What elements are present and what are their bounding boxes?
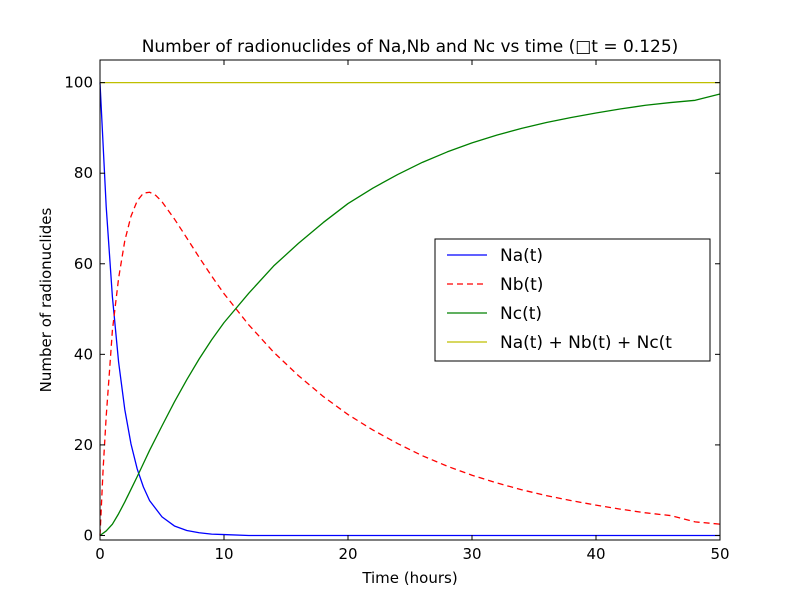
x-tick-label: 40 — [586, 545, 605, 563]
y-tick-label: 100 — [64, 74, 93, 92]
legend-items: Na(t) Nb(t) Nc(t) Na(t) + Nb(t) + Nc(t — [447, 246, 672, 353]
y-tick-label: 60 — [74, 255, 93, 273]
chart-title: Number of radionuclides of Na,Nb and Nc … — [142, 37, 679, 57]
x-axis-label: Time (hours) — [361, 569, 457, 587]
legend-label: Nb(t) — [500, 275, 543, 295]
series-line-3 — [99, 93, 721, 536]
series-line-2 — [99, 191, 721, 536]
legend: Na(t) Nb(t) Nc(t) Na(t) + Nb(t) + Nc(t — [434, 238, 711, 362]
legend-label: Nc(t) — [500, 304, 542, 324]
series-layer — [99, 81, 721, 537]
y-tick-label: 0 — [83, 526, 93, 544]
x-tick-label: 30 — [462, 545, 481, 563]
y-tick-label: 40 — [74, 345, 93, 363]
legend-label: Na(t) — [500, 246, 543, 266]
x-tick-label: 50 — [710, 545, 729, 563]
plot-frame — [99, 59, 721, 541]
y-axis-label: Number of radionuclides — [37, 207, 55, 392]
x-tick-label: 10 — [214, 545, 233, 563]
series-line-1 — [99, 82, 720, 537]
legend-label: Na(t) + Nb(t) + Nc(t — [500, 333, 672, 353]
y-tick-label: 80 — [74, 164, 93, 182]
ticks-layer: 0 10 20 30 40 50 0 20 40 60 80 100 — [64, 60, 730, 563]
y-tick-label: 20 — [74, 436, 93, 454]
x-tick-label: 0 — [95, 545, 105, 563]
x-tick-label: 20 — [338, 545, 357, 563]
legend-box — [434, 238, 711, 362]
